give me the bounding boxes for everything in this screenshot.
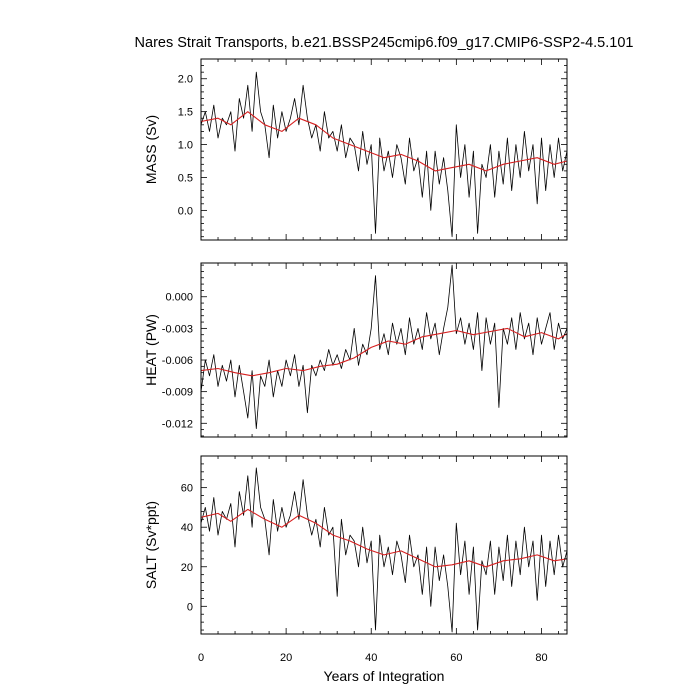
ylabel-salt: SALT (Sv*ppt) (143, 501, 159, 589)
ylabel-heat: HEAT (PW) (143, 314, 159, 386)
chart-title: Nares Strait Transports, b.e21.BSSP245cm… (135, 35, 634, 51)
panel-mass: 0.0 0.5 1.0 1.5 2.0 MASS (Sv) (143, 58, 568, 241)
ytick-label-heat: -0.003 (162, 323, 193, 335)
series-smoothed-salt (200, 508, 568, 568)
raw-line-mass (200, 71, 568, 238)
x-axis-label: Years of Integration (324, 668, 445, 684)
ytick-label-mass: 1.5 (178, 107, 193, 119)
ytick-label-heat: -0.006 (162, 355, 193, 367)
raw-line-heat (200, 264, 568, 430)
panel-salt: 0 20 40 60 SALT (Sv*ppt) (143, 455, 568, 635)
axes-mass: 0.0 0.5 1.0 1.5 2.0 (178, 58, 568, 241)
ytick-label-heat: -0.009 (162, 387, 193, 399)
ytick-label-mass: 1.0 (178, 140, 193, 152)
series-smoothed-heat (200, 327, 568, 377)
ytick-label-mass: 0.0 (178, 205, 193, 217)
smoothed-line-heat (200, 327, 568, 377)
series-raw-heat (200, 264, 568, 430)
ytick-label-salt: 60 (181, 483, 193, 495)
ytick-label-salt: 20 (181, 562, 193, 574)
raw-line-salt (200, 467, 568, 633)
ytick-label-heat: -0.012 (162, 418, 193, 430)
xtick-label: 0 (198, 652, 204, 664)
smoothed-line-salt (200, 508, 568, 568)
axes-salt: 0 20 40 60 (181, 455, 568, 635)
series-smoothed-mass (200, 111, 568, 172)
plot-frame-heat (200, 262, 568, 438)
smoothed-line-mass (200, 111, 568, 172)
xtick-label: 20 (280, 652, 292, 664)
xtick-label: 80 (535, 652, 547, 664)
ytick-label-mass: 2.0 (178, 74, 193, 86)
plot-frame-mass (200, 58, 568, 241)
axes-heat: -0.012 -0.009 -0.006 -0.003 0.000 (162, 262, 568, 438)
series-raw-mass (200, 71, 568, 238)
xtick-label: 60 (450, 652, 462, 664)
x-tick-labels: 0 20 40 60 80 (198, 652, 548, 664)
xtick-label: 40 (365, 652, 377, 664)
series-raw-salt (200, 467, 568, 633)
panel-heat: -0.012 -0.009 -0.006 -0.003 0.000 HEAT (PW) (143, 262, 568, 438)
ytick-label-salt: 40 (181, 522, 193, 534)
ytick-label-mass: 0.5 (178, 172, 193, 184)
plot-frame-salt (200, 455, 568, 635)
ylabel-mass: MASS (Sv) (143, 115, 159, 184)
ytick-label-salt: 0 (187, 601, 193, 613)
ytick-label-heat: 0.000 (165, 292, 193, 304)
